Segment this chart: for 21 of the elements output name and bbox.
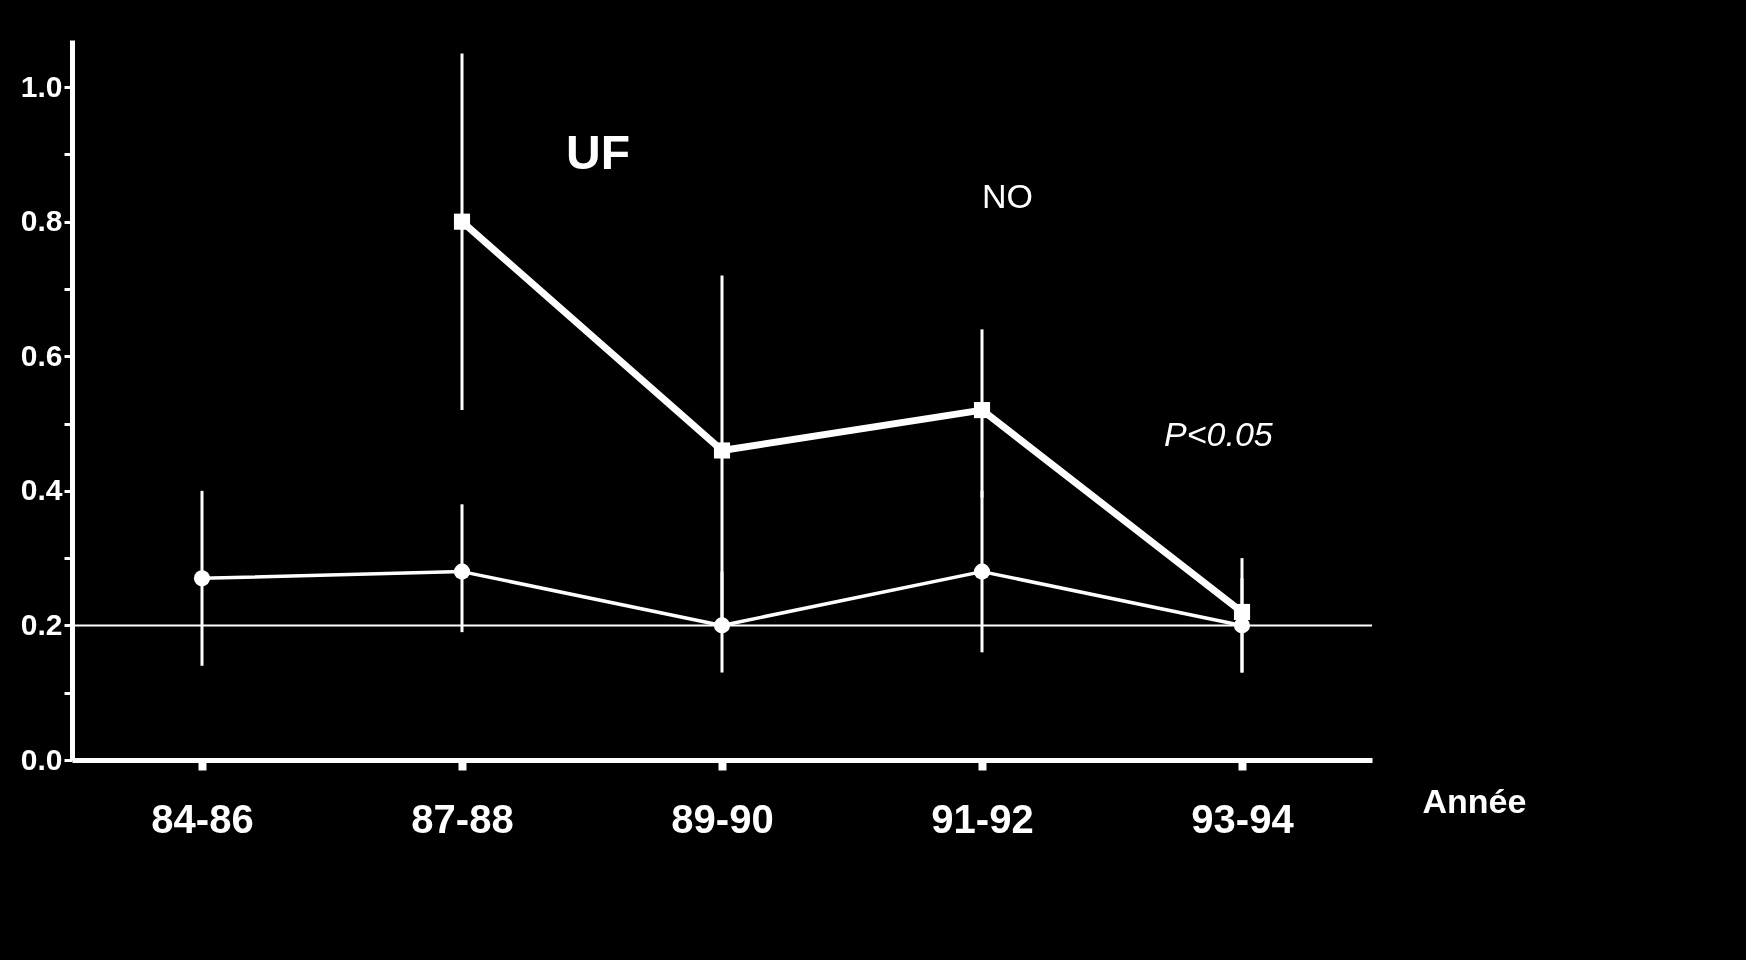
x-axis-title: Année [1422,781,1527,820]
annotation: P<0.05 [1164,415,1273,453]
point [713,442,731,459]
y-tick-label: 0.2 [20,607,63,641]
point [453,563,471,580]
point [193,570,211,587]
x-tick-label: 93-94 [1191,796,1295,841]
point [453,213,471,230]
annotation: UF [566,126,630,180]
x-tick-label: 84-86 [151,796,254,841]
x-tick-label: 87-88 [411,796,514,841]
point [973,402,991,419]
point [973,563,991,580]
y-tick-label: 0.4 [20,473,63,507]
x-tick-label: 91-92 [931,796,1034,841]
y-tick-label: 1.0 [20,69,63,103]
y-tick-label: 0.0 [20,742,63,776]
annotation: NO [982,177,1033,216]
y-tick-label: 0.8 [20,204,63,238]
y-tick-label: 0.6 [20,338,63,372]
x-tick-label: 89-90 [671,796,774,841]
